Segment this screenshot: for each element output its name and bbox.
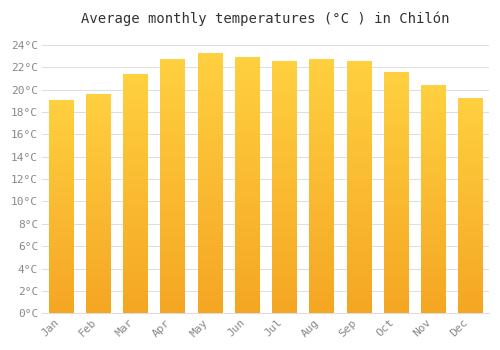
Title: Average monthly temperatures (°C ) in Chilón: Average monthly temperatures (°C ) in Ch…: [82, 11, 450, 26]
